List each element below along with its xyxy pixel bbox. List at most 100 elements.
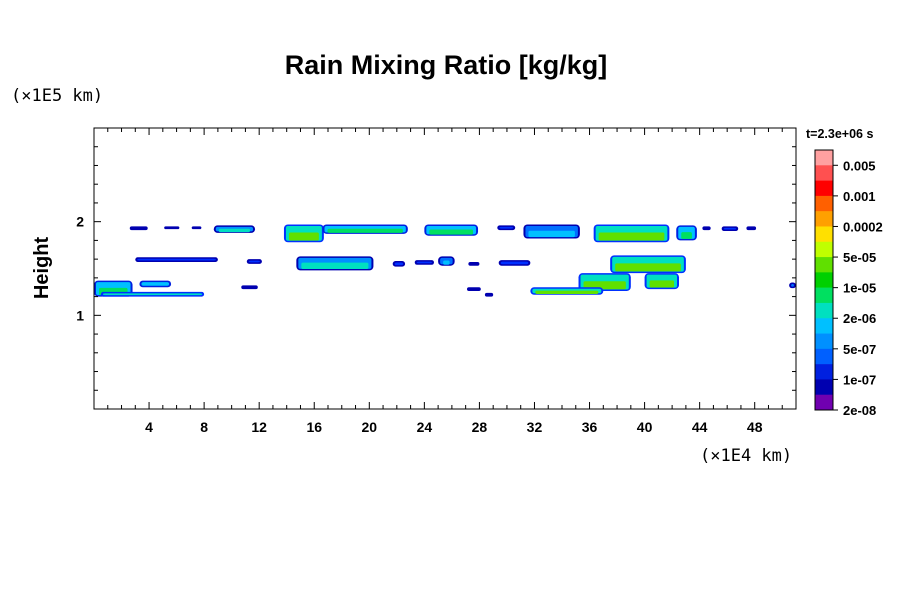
rain-region	[100, 291, 205, 297]
colorbar-swatch	[815, 241, 833, 258]
rain-region	[523, 224, 580, 239]
colorbar-label: 0.001	[843, 189, 876, 204]
y-tick-label: 1	[76, 307, 84, 323]
contour-fill	[94, 224, 796, 297]
rain-region-outer	[241, 285, 258, 290]
colorbar-swatch	[815, 348, 833, 365]
colorbar-frame	[814, 149, 834, 411]
rain-region-mid	[791, 284, 794, 287]
x-tick-label: 16	[306, 419, 322, 435]
rain-region	[746, 226, 757, 231]
rain-region	[414, 260, 434, 265]
rain-region-core	[218, 228, 251, 233]
rain-region	[322, 224, 408, 234]
rain-region-core	[288, 232, 319, 241]
rain-region-outer	[702, 226, 711, 231]
rain-region-outer	[468, 261, 480, 266]
rain-region	[164, 226, 180, 230]
rain-region-core	[528, 230, 575, 238]
rain-region-core	[301, 262, 369, 269]
rain-region	[676, 225, 697, 241]
rain-region	[593, 224, 670, 243]
colorbar-swatch	[815, 195, 833, 212]
rain-region	[468, 261, 480, 266]
colorbar-label: 2e-08	[843, 403, 876, 418]
y-axis-title: Height	[31, 237, 53, 300]
rain-region	[789, 282, 796, 289]
x-tick-label: 24	[417, 419, 433, 435]
rain-region-core	[429, 229, 474, 235]
colorbar-swatch	[815, 211, 833, 227]
rain-region-mid	[102, 293, 203, 296]
x-tick-label: 36	[582, 419, 598, 435]
rain-region-mid	[248, 260, 260, 263]
rain-region	[283, 224, 324, 243]
rain-region-outer	[484, 292, 494, 297]
colorbar: 0.005 0.001 0.0002 5e-05 1e-05 2e-06 5e-07 1e-0…	[814, 149, 883, 418]
x-tick-label: 20	[362, 419, 378, 435]
rain-region	[191, 226, 202, 230]
time-label: t=2.3e+06 s	[806, 127, 873, 141]
rain-region	[213, 225, 256, 233]
rain-region-core	[583, 281, 626, 290]
colorbar-swatch	[815, 364, 833, 380]
rain-region	[721, 226, 739, 232]
rain-region-outer	[191, 226, 202, 230]
colorbar-label: 5e-05	[843, 250, 876, 265]
rain-region-mid	[723, 227, 737, 230]
colorbar-swatch	[815, 150, 833, 166]
y-unit-label: (×1E5 km)	[11, 86, 103, 106]
rain-region	[424, 224, 479, 236]
plot-frame	[93, 127, 797, 410]
rain-region-mid	[137, 258, 216, 261]
rain-region-core	[327, 228, 403, 233]
rain-region-core	[598, 232, 665, 241]
rain-region	[530, 287, 604, 295]
colorbar-swatch	[815, 257, 833, 273]
rain-region-mid	[141, 282, 170, 286]
colorbar-swatch	[815, 379, 833, 396]
x-tick-label: 12	[251, 419, 267, 435]
rain-region-mid	[394, 262, 404, 266]
rain-region-mid	[500, 261, 529, 265]
x-tick-label: 28	[472, 419, 488, 435]
x-tick-label: 40	[637, 419, 653, 435]
rain-region-core	[443, 260, 450, 265]
x-tick-label: 8	[200, 419, 208, 435]
rain-region	[498, 260, 531, 266]
colorbar-label: 1e-05	[843, 281, 876, 296]
x-tick-label: 48	[747, 419, 763, 435]
x-tick-label: 32	[527, 419, 543, 435]
colorbar-label: 1e-07	[843, 372, 876, 387]
x-unit-label: (×1E4 km)	[700, 446, 792, 466]
rain-region-core	[681, 232, 692, 239]
rain-region	[644, 273, 679, 290]
rain-region-outer	[467, 287, 481, 291]
colorbar-swatch	[815, 272, 833, 288]
rain-region	[296, 256, 374, 271]
colorbar-swatch	[815, 180, 833, 197]
colorbar-swatch	[815, 394, 833, 411]
rain-region-core	[535, 290, 599, 294]
colorbar-swatch	[815, 165, 833, 181]
rain-region	[135, 257, 218, 262]
rain-region-mid	[499, 226, 514, 229]
colorbar-swatch	[815, 318, 833, 334]
rain-region	[392, 261, 406, 267]
rain-region	[497, 225, 516, 231]
rain-region-core	[649, 280, 674, 288]
colorbar-label: 0.0002	[843, 219, 883, 234]
rain-region	[578, 273, 631, 291]
rain-region	[129, 226, 148, 231]
y-tick-label: 2	[76, 214, 84, 230]
rain-region	[241, 285, 258, 290]
colorbar-label: 0.005	[843, 158, 876, 173]
rain-region-outer	[746, 226, 757, 231]
rain-region-outer	[164, 226, 180, 230]
chart-title: Rain Mixing Ratio [kg/kg]	[285, 50, 608, 80]
colorbar-swatch	[815, 302, 833, 319]
x-tick-label: 4	[145, 419, 153, 435]
rain-region-outer	[129, 226, 148, 231]
rain-region	[484, 292, 494, 297]
